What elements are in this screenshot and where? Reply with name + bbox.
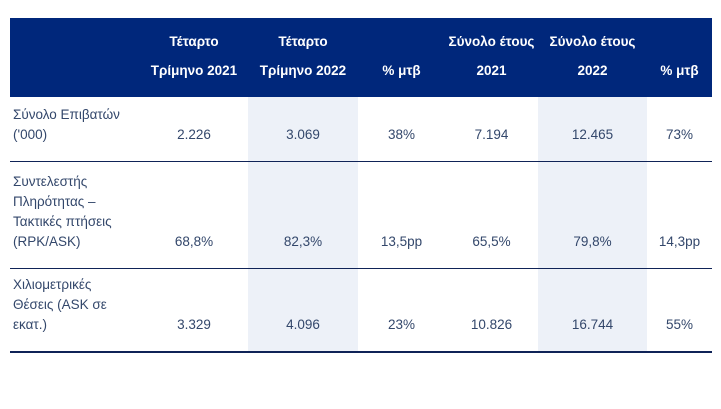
cell-fy-2021: 65,5% <box>472 233 511 249</box>
cell-q4-2021: 3.329 <box>177 317 211 332</box>
cell-q4-2021: 2.226 <box>177 126 211 142</box>
table-header: Τέταρτο Τρίμηνο 2021 Τέταρτο Τρίμηνο 202… <box>10 18 712 97</box>
col-header-q4-2022: Τέταρτο Τρίμηνο 2022 <box>248 18 358 97</box>
cell-q4-2022: 4.096 <box>248 268 358 352</box>
table-row-total-passengers: Σύνολο Επιβατών ('000) 2.226 3.069 38% 7… <box>10 97 712 161</box>
cell-fy-2022: 16.744 <box>538 268 647 352</box>
cell-pct-change-quarter: 38% <box>387 126 416 142</box>
cell-q4-2022: 82,3% <box>248 161 358 268</box>
cell-pct-change-year: 73% <box>665 126 694 142</box>
traffic-results-table: Τέταρτο Τρίμηνο 2021 Τέταρτο Τρίμηνο 202… <box>10 18 712 353</box>
header-row: Τέταρτο Τρίμηνο 2021 Τέταρτο Τρίμηνο 202… <box>10 18 712 97</box>
cell-pct-change-year: 14,3pp <box>658 233 701 249</box>
col-header-q4-2021: Τέταρτο Τρίμηνο 2021 <box>140 18 248 97</box>
row-label: Συντελεστής Πληρότητας – Τακτικές πτήσει… <box>13 173 112 249</box>
cell-fy-2022: 79,8% <box>538 161 647 268</box>
row-label: Χιλιομετρικές Θέσεις (ASK σε εκατ.) <box>13 277 107 332</box>
row-label: Σύνολο Επιβατών ('000) <box>13 106 120 142</box>
table-row-load-factor: Συντελεστής Πληρότητας – Τακτικές πτήσει… <box>10 161 712 268</box>
table-body: Σύνολο Επιβατών ('000) 2.226 3.069 38% 7… <box>10 97 712 352</box>
cell-q4-2021: 68,8% <box>174 233 214 249</box>
cell-pct-change-quarter: 23% <box>387 317 416 332</box>
cell-q4-2022: 3.069 <box>248 97 358 161</box>
col-header-fy-2022: Σύνολο έτους 2022 <box>538 18 647 97</box>
col-header-pct-change-year: % μτβ <box>647 18 712 97</box>
cell-pct-change-year: 55% <box>665 317 694 332</box>
cell-fy-2021: 7.194 <box>474 126 509 142</box>
cell-fy-2022: 12.465 <box>538 97 647 161</box>
table-row-ask: Χιλιομετρικές Θέσεις (ASK σε εκατ.) 3.32… <box>10 268 712 352</box>
col-header-fy-2021: Σύνολο έτους 2021 <box>445 18 538 97</box>
cell-fy-2021: 10.826 <box>470 317 513 332</box>
col-header-pct-change-quarter: % μτβ <box>358 18 445 97</box>
col-header-empty <box>10 18 140 97</box>
cell-pct-change-quarter: 13,5pp <box>380 233 423 249</box>
